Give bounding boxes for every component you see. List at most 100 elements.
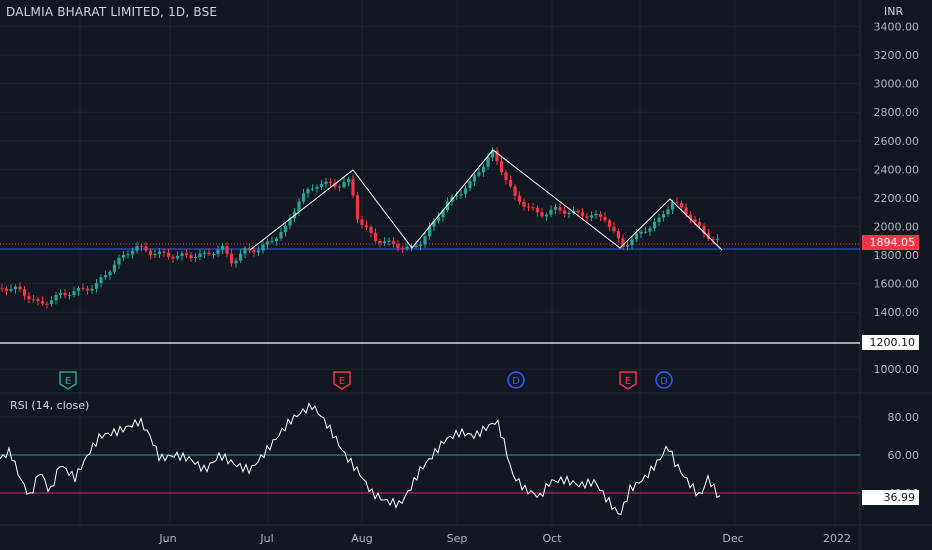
price-axis-label: 1600.00 (874, 278, 920, 291)
candle-body (697, 221, 702, 226)
candle-body (315, 186, 319, 189)
candle-body (625, 245, 630, 247)
candle-body (670, 201, 675, 210)
candle-body (148, 250, 153, 255)
candle-body (418, 244, 423, 246)
candle-body (139, 246, 144, 248)
candle-body (252, 250, 256, 253)
candle-body (153, 253, 157, 255)
candle-body (517, 195, 522, 202)
candle-body (310, 188, 315, 190)
candle-body (414, 245, 418, 247)
candle-body (283, 225, 288, 233)
candle-body (76, 287, 81, 292)
candle-body (612, 226, 616, 232)
candle-body (0, 287, 4, 289)
candle-body (387, 240, 391, 242)
candle-body (558, 207, 562, 211)
candle-body (49, 300, 54, 304)
time-axis-label: Sep (447, 532, 468, 545)
candle-body (319, 184, 324, 187)
rsi-indicator-label[interactable]: RSI (14, close) (10, 399, 90, 412)
candle-body (216, 249, 220, 254)
candle-body (40, 301, 45, 304)
candle-body (391, 240, 396, 245)
candle-body (247, 248, 252, 251)
candle-body (166, 252, 171, 257)
candle-body (162, 251, 166, 253)
candle-body (4, 288, 9, 291)
earnings-marker[interactable]: E (619, 371, 637, 390)
candle-body (549, 209, 553, 215)
price-axis-label: 2200.00 (874, 192, 920, 205)
candle-body (396, 244, 400, 249)
candle-body (256, 250, 261, 253)
marker-letter: E (625, 376, 631, 387)
candle-body (616, 231, 621, 239)
candle-body (562, 210, 567, 214)
candle-body (585, 216, 589, 218)
candle-body (265, 241, 270, 245)
dividend-marker[interactable]: D (655, 371, 673, 389)
candle-body (580, 212, 585, 217)
candle-body (594, 214, 598, 216)
candle-body (567, 213, 571, 215)
candle-body (90, 288, 94, 291)
candle-body (648, 228, 652, 232)
candle-body (490, 150, 495, 158)
candle-body (684, 207, 688, 215)
candle-body (445, 201, 450, 211)
candle-body (22, 289, 27, 296)
price-axis-label: 1400.00 (874, 306, 920, 319)
earnings-marker[interactable]: E (59, 371, 77, 390)
candle-body (36, 299, 40, 302)
candle-body (31, 299, 36, 301)
candle-body (526, 206, 531, 208)
candle-body (504, 172, 508, 181)
candle-body (220, 246, 225, 250)
candle-body (378, 240, 382, 244)
candle-body (337, 186, 342, 188)
candle-body (18, 286, 22, 290)
candle-body (261, 244, 265, 251)
candle-body (643, 231, 648, 233)
candle-body (553, 207, 558, 210)
candle-body (135, 246, 139, 251)
candle-body (72, 291, 76, 296)
candle-body (229, 253, 234, 264)
candle-body (67, 295, 72, 297)
candle-body (234, 260, 238, 264)
time-axis-label: Jul (259, 532, 273, 545)
marker-letter: D (512, 376, 520, 387)
candle-body (54, 294, 58, 301)
rsi-axis-label: 80.00 (888, 411, 920, 424)
candle-body (27, 295, 31, 300)
candle-body (679, 202, 684, 208)
candles-group (0, 146, 720, 309)
candle-body (463, 188, 468, 194)
last-price-tag: 1894.05 (862, 235, 919, 250)
symbol-title[interactable]: DALMIA BHARAT LIMITED, 1D, BSE (6, 5, 218, 19)
candle-body (85, 288, 90, 291)
time-axis-label: Dec (722, 532, 743, 545)
candle-body (441, 210, 445, 218)
pattern-drawing-line (249, 149, 723, 251)
price-axis-label: 1000.00 (874, 363, 920, 376)
candle-body (589, 215, 594, 218)
candle-body (360, 219, 364, 225)
candle-body (369, 227, 373, 233)
candle-body (598, 214, 603, 217)
candle-body (171, 256, 175, 259)
candle-body (225, 246, 229, 254)
marker-shape (59, 371, 77, 390)
currency-label: INR (884, 5, 904, 18)
candle-body (454, 195, 459, 197)
candle-body (288, 218, 292, 226)
candle-body (405, 246, 409, 249)
candle-body (211, 253, 216, 255)
marker-shape (655, 371, 673, 389)
candle-body (355, 195, 360, 220)
dividend-marker[interactable]: D (507, 371, 525, 389)
earnings-marker[interactable]: E (333, 371, 351, 390)
